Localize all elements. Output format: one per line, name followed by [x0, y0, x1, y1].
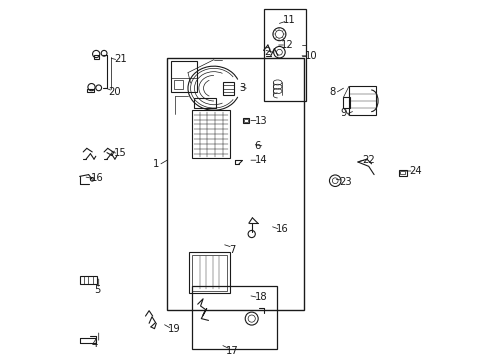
Bar: [348, 86, 375, 115]
Bar: [167, 58, 303, 310]
Text: 11: 11: [283, 15, 295, 25]
Text: 3: 3: [239, 83, 245, 93]
Text: 16: 16: [90, 173, 103, 183]
Bar: [191, 255, 227, 291]
Text: 6: 6: [253, 141, 260, 151]
Bar: [242, 118, 249, 123]
Text: 18: 18: [254, 292, 266, 302]
Bar: [94, 55, 99, 59]
Text: 14: 14: [254, 155, 266, 165]
Bar: [87, 89, 94, 92]
Bar: [170, 61, 196, 92]
Text: 13: 13: [254, 116, 266, 126]
Text: 22: 22: [362, 155, 374, 165]
Text: 21: 21: [114, 54, 126, 64]
Bar: [223, 82, 234, 95]
Bar: [343, 97, 349, 108]
Text: 19: 19: [167, 324, 180, 334]
Text: 16: 16: [275, 224, 288, 234]
Text: 2: 2: [264, 47, 270, 57]
Bar: [244, 119, 247, 122]
Text: 7: 7: [228, 245, 235, 255]
Text: 23: 23: [338, 177, 351, 187]
Text: 15: 15: [114, 148, 126, 158]
Bar: [80, 276, 97, 284]
Bar: [192, 286, 276, 349]
Text: 24: 24: [408, 166, 421, 176]
Bar: [194, 98, 215, 108]
Text: 5: 5: [94, 285, 100, 295]
Bar: [399, 171, 404, 174]
Bar: [174, 80, 183, 89]
Bar: [264, 9, 305, 101]
Bar: [188, 252, 230, 293]
Text: 8: 8: [329, 87, 335, 97]
Text: 20: 20: [108, 87, 121, 97]
Text: 10: 10: [304, 51, 317, 61]
Text: 17: 17: [225, 346, 238, 356]
Text: 1: 1: [153, 159, 159, 169]
Text: 12: 12: [281, 40, 293, 50]
Text: 9: 9: [340, 108, 346, 118]
Bar: [398, 170, 406, 176]
Text: 4: 4: [92, 339, 98, 349]
Bar: [192, 110, 230, 158]
